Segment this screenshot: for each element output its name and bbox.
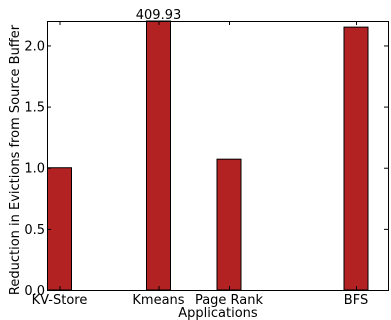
y-axis-label: Reduction in Evictions from Source Buffe… bbox=[8, 24, 23, 295]
x-tick-label: BFS bbox=[344, 293, 368, 308]
bar-kv-store bbox=[47, 167, 72, 291]
y-tick-label: 1.5 bbox=[24, 101, 45, 116]
bar-bfs bbox=[343, 26, 369, 291]
y-tick-label: 0.5 bbox=[24, 223, 45, 238]
x-tick-label: Page Rank bbox=[195, 293, 264, 308]
bar-value-annotation: 409.93 bbox=[136, 8, 182, 23]
plot-frame bbox=[47, 21, 389, 291]
bars-group bbox=[47, 20, 369, 291]
y-tick-label: 2.0 bbox=[24, 39, 45, 54]
y-tick-labels: 0.0 0.5 1.0 1.5 2.0 bbox=[24, 39, 45, 299]
bar-page-rank bbox=[216, 158, 242, 291]
x-tick-label: KV-Store bbox=[32, 293, 88, 308]
x-tick-label: Kmeans bbox=[132, 293, 184, 308]
y-tick-label: 1.0 bbox=[24, 162, 45, 177]
x-tick-labels: KV-Store Kmeans Page Rank BFS bbox=[32, 293, 369, 308]
bar-kmeans bbox=[146, 20, 171, 291]
y-tick-label: 0.0 bbox=[24, 284, 45, 299]
x-axis-label: Applications bbox=[178, 306, 258, 320]
bar-annotations: 409.93 bbox=[136, 8, 182, 23]
